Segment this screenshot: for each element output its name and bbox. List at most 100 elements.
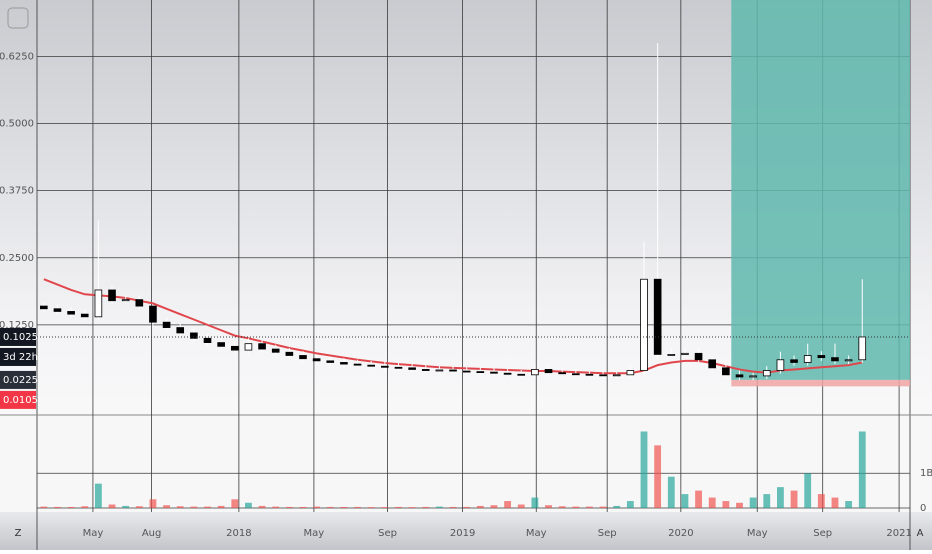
volume-bar: [777, 487, 784, 508]
candle-body: [244, 343, 253, 351]
candle-body: [585, 373, 594, 376]
x-tick-label: 2019: [450, 528, 475, 539]
volume-bar: [599, 506, 607, 508]
volume-bar: [817, 494, 825, 508]
volume-bar: [190, 506, 198, 508]
volume-bar: [395, 506, 402, 508]
candle-body: [67, 311, 75, 315]
candle-body: [544, 369, 553, 374]
candle-body: [408, 367, 416, 370]
volume-bar: [586, 506, 593, 508]
volume-tick-label: 0: [920, 503, 926, 514]
volume-bar: [285, 506, 293, 508]
x-tick-label: 2020: [668, 528, 693, 539]
x-tick-label: 2018: [226, 528, 251, 539]
candle-body: [858, 336, 867, 361]
volume-bar: [695, 490, 702, 508]
volume-bar: [476, 505, 484, 508]
volume-bar: [231, 499, 239, 508]
volume-bar: [422, 506, 430, 508]
price-tag-label: 3d 22h: [3, 352, 38, 363]
volume-tick-label: 1B: [920, 468, 932, 479]
candle-body: [722, 367, 730, 376]
candle-body: [831, 357, 839, 362]
volume-bar: [626, 501, 634, 508]
volume-bar: [545, 505, 552, 508]
price-tag: [0, 347, 36, 366]
volume-bar: [326, 506, 334, 508]
candle-body: [271, 348, 280, 353]
candle-body: [162, 321, 171, 328]
candle-body: [626, 370, 635, 376]
volume-bar: [504, 501, 512, 508]
x-tick-label: May: [304, 528, 325, 539]
x-tick-label: May: [526, 528, 547, 539]
volume-bar: [163, 505, 170, 508]
candle-body: [762, 370, 771, 377]
volume-bar: [449, 506, 457, 508]
volume-bar: [763, 494, 771, 508]
price-tag: [0, 370, 36, 389]
candle-body: [612, 374, 621, 377]
volume-bar: [367, 507, 375, 508]
volume-bar: [204, 506, 211, 508]
candle-body: [681, 352, 689, 355]
volume-bar: [804, 473, 812, 508]
candle-body: [503, 372, 512, 375]
volume-bar: [149, 499, 157, 508]
volume-bar: [258, 505, 266, 508]
candle-body: [135, 299, 144, 307]
x-tick-label: May: [83, 528, 104, 539]
volume-bar: [572, 506, 580, 508]
candle-body: [258, 343, 266, 350]
volume-bar: [490, 505, 498, 508]
candle-body: [599, 374, 607, 377]
candle-body: [531, 369, 539, 376]
candle-body: [108, 289, 116, 302]
volume-bar: [245, 502, 252, 508]
volume-pane: [0, 415, 932, 512]
candle-body: [640, 278, 648, 371]
volume-bar: [340, 506, 348, 508]
candle-body: [230, 345, 239, 351]
volume-bar: [299, 506, 307, 508]
candle-body: [558, 372, 566, 375]
candle-body: [571, 373, 580, 376]
x-tick-label: 2021: [886, 528, 911, 539]
volume-bar: [708, 497, 716, 508]
toolbar-left[interactable]: Z: [15, 528, 22, 539]
candle-body: [435, 369, 444, 372]
candle-body: [667, 354, 676, 356]
candle-body: [381, 365, 389, 368]
volume-bar: [272, 506, 280, 508]
volume-bar: [681, 494, 689, 508]
volume-bar: [217, 505, 225, 508]
x-tick-label: Sep: [813, 528, 832, 539]
candle-body: [803, 355, 812, 363]
y-tick-label: 0.5000: [0, 119, 34, 130]
price-tag: [0, 390, 36, 409]
y-tick-label: 0.3750: [0, 186, 34, 197]
volume-bar: [354, 506, 361, 508]
candle-body: [708, 359, 717, 369]
volume-bar: [531, 497, 539, 508]
time-axis: [0, 512, 932, 550]
logo-box[interactable]: [7, 7, 29, 29]
candle-body: [844, 359, 853, 362]
candle-body: [217, 342, 225, 347]
volume-bar: [558, 506, 566, 508]
candle-body: [190, 332, 198, 339]
candle-body: [326, 360, 335, 363]
price-tag-label: 0.0105: [3, 395, 38, 406]
volume-bar: [108, 504, 116, 508]
candle-body: [40, 305, 48, 310]
volume-bar: [667, 476, 675, 508]
volume-bar: [736, 502, 743, 508]
toolbar-right[interactable]: A: [917, 528, 924, 539]
candle-body: [421, 369, 430, 371]
position-stop: [731, 379, 910, 387]
candle-body: [694, 352, 703, 361]
volume-bar: [722, 501, 730, 508]
